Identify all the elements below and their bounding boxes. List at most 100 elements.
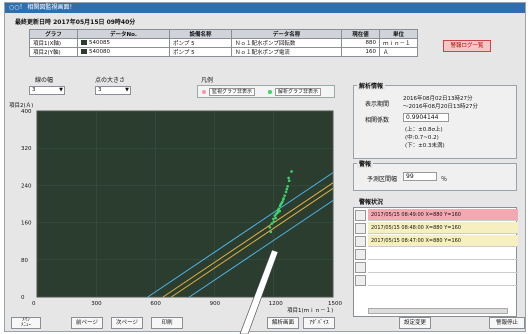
data-point <box>272 220 276 223</box>
cell-unit: Ａ <box>379 47 418 57</box>
data-point <box>268 225 272 229</box>
formula-top: (上：±0.8σ上) <box>405 127 443 133</box>
cell-no: 540080 <box>89 49 110 55</box>
x-tick-label: 0 <box>32 301 36 307</box>
x-axis-label: 項目1(ｍｉｎ－１) <box>287 307 333 314</box>
x-tick-label: 600 <box>150 301 161 307</box>
horizontal-scrollbar[interactable] <box>368 308 508 314</box>
dot-size-value: 3 <box>98 87 102 93</box>
settings-change-button[interactable]: 設定変更 <box>399 317 431 329</box>
scatter-chart: 0 80 160 240 320 400 0 300 600 900 1200 1500 項目2(Ａ) 項… <box>9 102 342 314</box>
monitor-graph-toggle[interactable]: 監視グラフ非表示 <box>209 88 256 96</box>
coef-value: 0.9904144 <box>403 113 449 122</box>
alarm-checkbox[interactable] <box>355 262 366 273</box>
alarm-checkbox[interactable] <box>355 223 366 234</box>
dot-size-select[interactable]: 3 ▼ <box>95 86 131 95</box>
line-width-label: 線の幅 <box>35 77 54 84</box>
data-point <box>287 179 291 183</box>
period-value: 2016年08月02日13時27分 ～2016年08月20日13時27分 <box>403 96 478 110</box>
data-point <box>285 187 289 191</box>
threshold-unit: ％ <box>441 176 448 183</box>
list-item-empty <box>368 248 518 260</box>
data-point <box>281 200 284 203</box>
callout-shape <box>239 249 279 334</box>
table-row[interactable]: 項目2(Y軸) 540080 ポンプ 5 Ｎｏ１配水ポンプ電流 160 Ａ <box>29 47 418 57</box>
data-point <box>269 230 273 234</box>
data-point <box>274 216 278 220</box>
data-point <box>277 207 281 210</box>
data-point <box>290 170 293 173</box>
data-point <box>274 212 278 216</box>
alarm-checkbox[interactable] <box>355 236 366 247</box>
formula-bot: (下：±0.3未満) <box>405 143 445 149</box>
x-tick-label: 900 <box>210 301 221 307</box>
alarm-title: 警報 <box>357 159 374 168</box>
alarm-checkbox[interactable] <box>355 210 366 221</box>
data-point <box>272 217 275 221</box>
alarm-checkbox[interactable] <box>355 275 366 286</box>
threshold-label: 予測区間幅 <box>367 176 398 183</box>
data-point <box>270 222 274 225</box>
guidance-button[interactable]: ｱﾀﾞﾊﾞｲｽ <box>303 317 335 329</box>
chevron-down-icon: ▼ <box>59 87 63 93</box>
list-item-empty <box>368 274 518 286</box>
alarm-status-list: 2017/05/15 08:49:00 X=880 Y=160 2017/05/… <box>353 207 518 317</box>
main-menu-button[interactable]: ﾒｲﾝ ﾒﾆｭｰ <box>11 317 41 329</box>
data-point <box>283 194 286 197</box>
analysis-graph-toggle[interactable]: 解析グラフ非表示 <box>275 88 322 96</box>
y-tick-label: 400 <box>21 109 32 115</box>
formula-mid: (中:0.7~0.2) <box>405 135 439 141</box>
data-point <box>284 190 288 194</box>
line-width-value: 3 <box>32 87 36 93</box>
analysis-title: 解析情報 <box>357 81 386 90</box>
y-tick-label: 320 <box>21 146 32 152</box>
data-point <box>279 202 283 206</box>
list-item[interactable]: 2017/05/15 08:48:00 X=880 Y=160 <box>368 222 518 234</box>
alarm-status-title: 警報状況 <box>357 197 386 206</box>
y-tick-label: 240 <box>21 183 32 189</box>
list-item[interactable]: 2017/05/15 08:47:00 X=880 Y=160 <box>368 235 518 247</box>
x-tick-label: 1200 <box>269 301 283 307</box>
button-bar: ﾒｲﾝ ﾒﾆｭｰ 前ページ 次ページ 印刷 解析画面 ｱﾀﾞﾊﾞｲｽ 設定変更 … <box>11 317 525 329</box>
dot-size-label: 点の大きさ <box>95 77 126 84</box>
series-swatch <box>81 40 87 45</box>
lower-band-line <box>189 200 334 298</box>
analysis-dot-icon <box>268 90 272 94</box>
chevron-down-icon: ▼ <box>125 87 129 93</box>
threshold-input[interactable]: 99 <box>403 172 437 181</box>
data-table: グラフ データNo. 設備名称 データ名称 現在値 単位 項目1(X軸) 540… <box>29 29 418 57</box>
prev-page-button[interactable]: 前ページ <box>71 317 103 329</box>
y-tick-label: 0 <box>21 295 25 301</box>
data-point <box>287 176 290 180</box>
window-title: ○○！ 相関図監視画面！ <box>5 3 525 13</box>
line-width-select[interactable]: 3 ▼ <box>29 86 65 95</box>
alarm-checkbox[interactable] <box>355 249 366 260</box>
period-label: 表示期間 <box>365 101 390 108</box>
legend-label: 凡例 <box>201 77 214 84</box>
alarm-stop-button[interactable]: 警報停止 <box>489 317 525 329</box>
data-point <box>276 211 280 214</box>
monitor-dot-icon <box>202 90 206 94</box>
series-swatch <box>81 49 87 54</box>
print-button[interactable]: 印刷 <box>151 317 183 329</box>
regression-line-upper <box>162 182 334 298</box>
next-page-button[interactable]: 次ページ <box>111 317 143 329</box>
y-axis-label: 項目2(Ａ) <box>9 102 33 109</box>
data-point <box>286 185 289 188</box>
data-point <box>282 197 285 200</box>
y-tick-label: 80 <box>21 258 28 264</box>
analysis-screen-button[interactable]: 解析画面 <box>267 317 299 329</box>
main-window: ○○！ 相関図監視画面！ 最終更新日時 2017年05月15日 09時40分 グ… <box>4 2 526 332</box>
analysis-panel <box>353 85 517 159</box>
y-tick-label: 160 <box>21 221 32 227</box>
coef-label: 相関係数 <box>365 117 390 124</box>
x-tick-label: 300 <box>91 301 102 307</box>
upper-band-line <box>147 172 334 298</box>
alarm-log-button[interactable]: 警報ログ一覧 <box>443 40 491 52</box>
cell-no: 540085 <box>89 40 110 46</box>
list-item[interactable]: 2017/05/15 08:49:00 X=880 Y=160 <box>368 209 518 221</box>
x-tick-label: 1500 <box>328 301 342 307</box>
legend-box: 監視グラフ非表示 解析グラフ非表示 <box>197 85 335 98</box>
regression-line-lower <box>171 188 334 298</box>
